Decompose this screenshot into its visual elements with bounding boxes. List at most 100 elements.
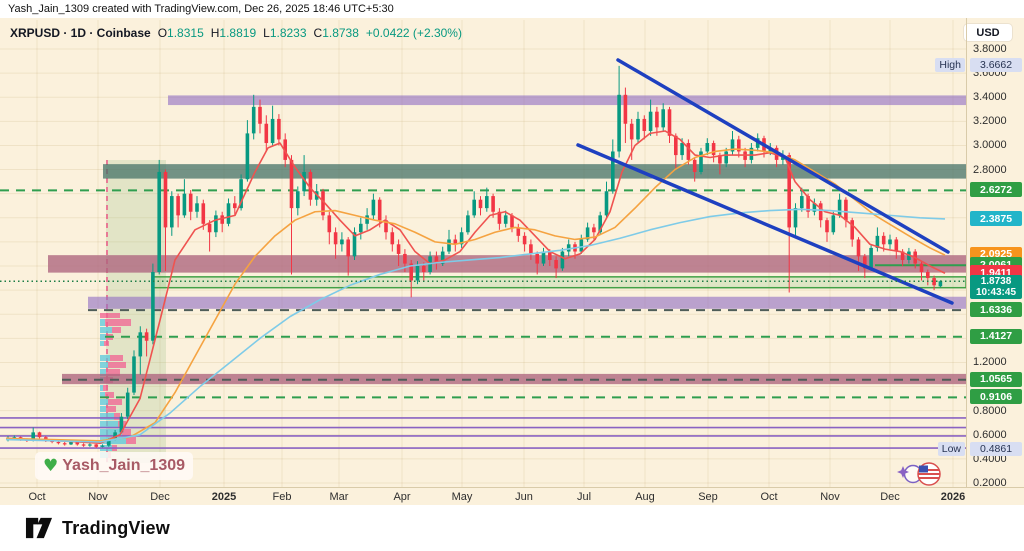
- volume-profile-bar: [100, 406, 106, 412]
- candle-body: [485, 196, 489, 209]
- price-scale[interactable]: 3.8000 3.6000 3.4000 3.2000 3.0000 2.8000 1.20…: [935, 18, 1024, 489]
- volume-profile-bar: [100, 399, 108, 405]
- ma-medium-orange-line: [5, 148, 946, 442]
- time-axis-label: Dec: [880, 491, 900, 503]
- candle-body: [800, 196, 804, 209]
- candle-body: [132, 356, 136, 393]
- candle-body: [258, 106, 262, 124]
- heart-icon: ♥: [43, 455, 59, 476]
- candle-body: [737, 139, 741, 152]
- candle-body: [655, 111, 659, 128]
- price-change: +0.0422 (+2.30%): [365, 26, 462, 40]
- volume-profile-bar: [112, 327, 121, 333]
- candle-body: [503, 215, 508, 224]
- volume-profile-bar: [108, 362, 126, 368]
- candle-body: [138, 332, 143, 357]
- candle-body: [264, 123, 269, 144]
- candle-body: [377, 199, 382, 221]
- candle-body: [466, 215, 470, 233]
- candle-body: [163, 171, 168, 228]
- candle-body: [510, 215, 514, 228]
- candle-body: [478, 199, 483, 209]
- candle-body: [472, 199, 476, 216]
- price-tick-label: 0.8000: [973, 404, 1007, 417]
- volume-profile-bar: [105, 319, 131, 326]
- candle-body: [233, 203, 237, 209]
- price-tick-label: 3.2000: [973, 115, 1007, 128]
- candle-body: [340, 239, 344, 245]
- volume-profile-bar: [100, 327, 112, 333]
- candle-body: [875, 235, 880, 248]
- watermark: ♥ Yash_Jain_1309: [35, 452, 193, 480]
- tradingview-mark-icon: [25, 517, 53, 539]
- time-axis[interactable]: Oct Nov Dec 2025 Feb Mar Apr May Jun Jul Aug Sep Oct…: [0, 487, 1024, 506]
- support-box: [151, 276, 967, 289]
- candle-body: [296, 191, 300, 209]
- candle-body: [182, 193, 187, 216]
- candle-body: [636, 118, 640, 140]
- candle-body: [100, 445, 105, 447]
- volume-profile-bar: [114, 413, 120, 420]
- event-region: [106, 160, 166, 463]
- candle-body: [170, 196, 174, 228]
- time-axis-label: Sep: [698, 491, 718, 503]
- time-axis-label: Jul: [576, 491, 592, 503]
- volume-profile-bar: [100, 319, 105, 326]
- volume-profile-bar: [100, 362, 108, 368]
- candle-body: [825, 220, 829, 233]
- candle-body: [900, 251, 905, 260]
- volume-profile-bar: [100, 437, 126, 444]
- candle-body: [711, 143, 716, 156]
- currency-toggle-button[interactable]: USD: [964, 24, 1012, 41]
- candle-body: [434, 256, 439, 264]
- candle-body: [554, 259, 558, 269]
- candle-body: [157, 171, 161, 273]
- candle-body: [371, 199, 376, 216]
- candle-body: [541, 251, 546, 264]
- volume-profile-bar: [106, 369, 120, 376]
- candle-body: [207, 223, 212, 233]
- price-zone-band: [168, 95, 966, 106]
- candle-body: [37, 432, 42, 438]
- volume-profile-bar: [100, 341, 104, 346]
- candle-body: [806, 196, 810, 212]
- volume-profile-bar: [100, 385, 103, 391]
- candle-body: [75, 442, 80, 445]
- high-marker: High: [935, 58, 965, 73]
- tradingview-logo[interactable]: TradingView: [24, 517, 170, 539]
- ohlc-low: L1.8233: [263, 26, 307, 40]
- candle-body: [125, 392, 130, 417]
- candle-body: [850, 220, 854, 240]
- candle-body: [592, 227, 596, 233]
- candle-body: [88, 444, 92, 446]
- candle-body: [680, 143, 684, 156]
- candle-body: [62, 443, 67, 445]
- candle-body: [730, 139, 735, 152]
- price-tick-label: 0.2000: [973, 477, 1007, 489]
- candle-body: [409, 263, 413, 281]
- candle-body: [226, 203, 231, 224]
- symbol-title: XRPUSD · 1D · Coinbase: [10, 26, 151, 40]
- price-level-badge: 1.0565: [970, 371, 1022, 387]
- price-tick-label: 3.0000: [973, 139, 1007, 152]
- price-level-badge: 0.9106: [970, 389, 1022, 405]
- candle-body: [661, 109, 665, 128]
- candle-body: [321, 191, 325, 216]
- candle-body: [837, 199, 842, 216]
- candle-body: [560, 251, 565, 269]
- candle-body: [440, 251, 445, 264]
- candle-body: [289, 159, 294, 209]
- price-tick-label: 0.4000: [973, 452, 1007, 465]
- candle-body: [403, 253, 407, 264]
- price-tick-label: 1.2000: [973, 356, 1007, 369]
- volume-profile-bar: [105, 392, 114, 398]
- candle-body: [548, 251, 552, 260]
- candle-body: [686, 143, 691, 160]
- ohlc-close: C1.8738: [313, 26, 359, 40]
- candle-body: [818, 203, 823, 221]
- price-tick-label: 3.8000: [973, 43, 1007, 55]
- volume-profile-bar: [100, 421, 118, 428]
- time-axis-label: Aug: [635, 491, 655, 503]
